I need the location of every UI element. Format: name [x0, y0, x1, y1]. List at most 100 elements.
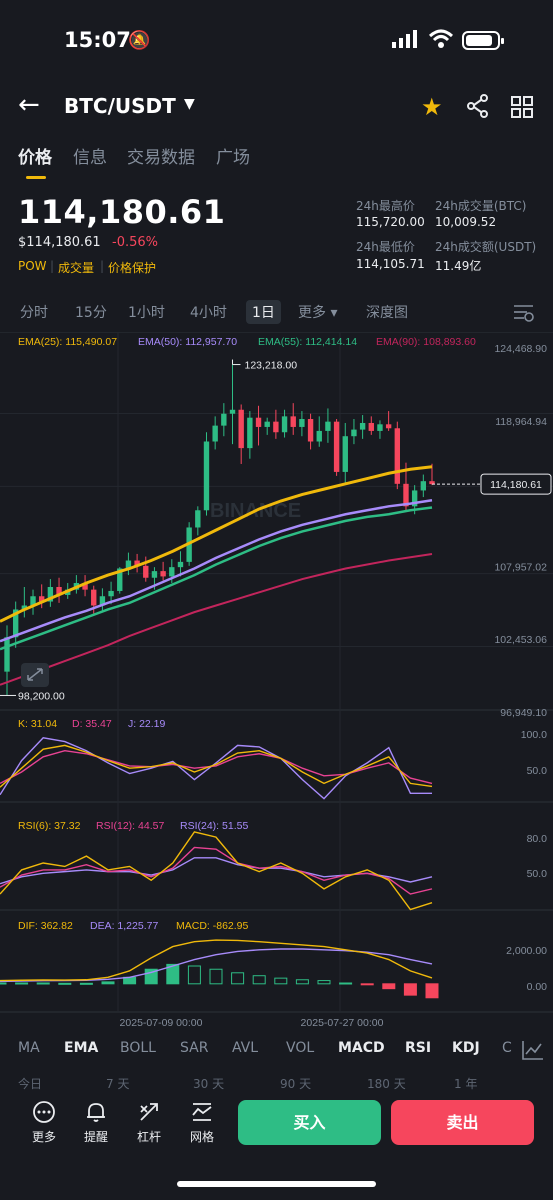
chevron-down-icon[interactable]: ▼ — [184, 96, 195, 112]
chart-settings-icon[interactable] — [513, 303, 535, 323]
interval-1d[interactable]: 1日 — [246, 300, 281, 324]
candle-body — [221, 413, 227, 426]
ema90-line — [0, 553, 433, 686]
grid-trading-button[interactable]: 网格 — [181, 1100, 223, 1145]
candle-body — [264, 421, 270, 427]
candle-body — [229, 409, 236, 414]
candle-body — [203, 441, 210, 511]
candle-body — [333, 421, 340, 472]
period-180d[interactable]: 180 天 — [367, 1077, 406, 1091]
macd-legend-item: DIF: 362.82 — [18, 920, 73, 932]
indicator-c[interactable]: C — [502, 1040, 512, 1056]
price-axis-label: 102,453.06 — [494, 634, 547, 646]
interval-depth[interactable]: 深度图 — [366, 305, 408, 321]
pair-title[interactable]: BTC/USDT — [64, 94, 176, 118]
interval-bar: 分时 15分 1小时 4小时 1日 更多 ▾ 深度图 — [0, 300, 553, 326]
indicator-rsi[interactable]: RSI — [405, 1040, 432, 1056]
candle-body — [169, 567, 175, 577]
tag-pow[interactable]: POW — [18, 259, 47, 273]
stat-high-value: 115,720.00 — [356, 215, 425, 229]
leverage-button[interactable]: 杠杆 — [128, 1100, 170, 1145]
candle-body — [316, 430, 322, 442]
period-7d[interactable]: 7 天 — [106, 1077, 130, 1091]
interval-4h[interactable]: 4小时 — [190, 305, 227, 321]
interval-line[interactable]: 分时 — [20, 305, 48, 321]
rsi-legend-item: RSI(24): 51.55 — [180, 820, 248, 832]
period-today[interactable]: 今日 — [18, 1077, 43, 1091]
ema25-line — [0, 465, 433, 623]
tab-info[interactable]: 信息 — [73, 148, 107, 168]
star-icon[interactable]: ★ — [421, 93, 443, 121]
current-price-tag[interactable] — [480, 473, 552, 495]
macd-histogram-bar — [274, 977, 288, 985]
rsi24-line — [0, 857, 433, 885]
buy-button[interactable]: 买入 — [238, 1100, 381, 1145]
rsi-legend-item: RSI(6): 37.32 — [18, 820, 81, 832]
tab-square[interactable]: 广场 — [216, 148, 250, 168]
period-row: 今日 7 天 30 天 90 天 180 天 1 年 — [0, 1075, 553, 1093]
expand-icon[interactable] — [27, 668, 43, 681]
candle-body — [56, 586, 62, 595]
leverage-label: 杠杆 — [136, 1130, 161, 1144]
candle-body — [4, 637, 10, 672]
ema55-line — [0, 506, 433, 651]
indicator-sar[interactable]: SAR — [180, 1040, 209, 1056]
rsi-axis-label: 80.0 — [527, 833, 548, 845]
indicator-boll[interactable]: BOLL — [120, 1040, 156, 1056]
candle-body — [12, 609, 19, 638]
interval-more[interactable]: 更多 ▾ — [298, 305, 338, 321]
indicator-vol[interactable]: VOL — [286, 1040, 315, 1056]
kdj-legend-item: D: 35.47 — [72, 718, 112, 730]
interval-15m[interactable]: 15分 — [75, 305, 107, 321]
stat-vol-usdt-value: 11.49亿 — [435, 259, 482, 273]
price-chart[interactable]: BINANCE EMA(25): 115,490.07 EMA(50): 112,… — [0, 332, 553, 1032]
price-change: -0.56% — [112, 235, 158, 250]
candle-body — [47, 586, 54, 602]
more-button[interactable]: 更多 — [23, 1100, 65, 1145]
sell-button[interactable]: 卖出 — [391, 1100, 534, 1145]
candle-body — [281, 416, 288, 433]
macd-histogram-bar — [58, 982, 72, 985]
back-icon[interactable]: ← — [18, 90, 40, 120]
period-90d[interactable]: 90 天 — [280, 1077, 312, 1091]
indicator-ma[interactable]: MA — [18, 1040, 40, 1056]
interval-1h[interactable]: 1小时 — [128, 305, 165, 321]
last-price: 114,180.61 — [18, 193, 226, 231]
candle-body — [342, 436, 348, 472]
candle-body — [91, 589, 97, 606]
current-price-label: 114,180.61 — [490, 479, 542, 491]
kdj-legend-item: J: 22.19 — [128, 718, 166, 730]
indicator-chart-icon[interactable] — [522, 1040, 544, 1060]
macd-histogram-bar — [252, 975, 266, 985]
stat-high-label: 24h最高价 — [356, 199, 415, 213]
share-icon[interactable] — [466, 94, 490, 118]
candle-body — [403, 483, 409, 507]
macd-histogram-bar — [360, 983, 374, 986]
kdj-d-line — [0, 750, 433, 785]
indicator-avl[interactable]: AVL — [232, 1040, 259, 1056]
indicator-kdj[interactable]: KDJ — [452, 1040, 480, 1056]
candle-body — [273, 421, 279, 433]
period-30d[interactable]: 30 天 — [193, 1077, 225, 1091]
indicator-macd[interactable]: MACD — [338, 1040, 385, 1056]
macd-histogram-bar — [187, 965, 201, 985]
indicator-ema[interactable]: EMA — [64, 1040, 99, 1056]
grid-trading-icon — [192, 1103, 212, 1121]
candle-body — [359, 422, 366, 430]
candle-body — [177, 561, 184, 568]
alert-button[interactable]: 提醒 — [75, 1100, 117, 1145]
candle-body — [212, 425, 218, 442]
status-bar: 15:07 🔕 — [0, 0, 553, 80]
indicator-tabs: MA EMA BOLL SAR AVL VOL MACD RSI KDJ C — [0, 1040, 553, 1064]
tab-trading-data[interactable]: 交易数据 — [127, 148, 195, 168]
candle-body — [117, 568, 123, 591]
macd-histogram-bar — [0, 982, 7, 985]
rsi-axis-label: 50.0 — [527, 868, 548, 880]
macd-histogram-bar — [317, 980, 331, 985]
tab-price[interactable]: 价格 — [18, 148, 52, 168]
price-usd: $114,180.61 — [18, 235, 101, 250]
tag-volume[interactable]: 成交量 — [58, 261, 95, 275]
grid-icon[interactable] — [511, 96, 533, 118]
tag-price-protection[interactable]: 价格保护 — [108, 261, 157, 275]
period-1y[interactable]: 1 年 — [454, 1077, 478, 1091]
